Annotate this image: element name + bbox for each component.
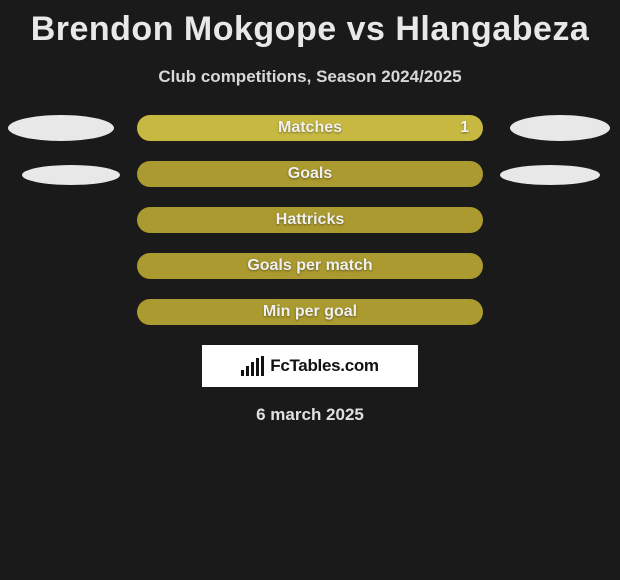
subtitle: Club competitions, Season 2024/2025 [158, 67, 461, 87]
stat-bar: Min per goal [137, 299, 483, 325]
stat-row: Hattricks [0, 207, 620, 233]
stat-label: Hattricks [276, 211, 344, 229]
stat-row: Goals [0, 161, 620, 187]
right-ellipse [510, 115, 610, 141]
stat-label: Matches [278, 119, 342, 137]
chart-icon [241, 356, 264, 376]
stat-label: Goals [288, 165, 332, 183]
stat-right-value: 1 [460, 119, 469, 137]
date-label: 6 march 2025 [256, 405, 364, 425]
stat-row: Min per goal [0, 299, 620, 325]
stat-bar: Matches 1 [137, 115, 483, 141]
right-ellipse [500, 165, 600, 185]
left-ellipse [22, 165, 120, 185]
stat-bar: Hattricks [137, 207, 483, 233]
stat-row: Matches 1 [0, 115, 620, 141]
logo: FcTables.com [202, 345, 418, 387]
stat-bar: Goals per match [137, 253, 483, 279]
stat-rows: Matches 1 Goals Hattricks Goals per match Min… [0, 115, 620, 325]
page-title: Brendon Mokgope vs Hlangabeza [31, 10, 590, 49]
stat-bar: Goals [137, 161, 483, 187]
stat-label: Goals per match [247, 257, 372, 275]
stat-label: Min per goal [263, 303, 357, 321]
stat-row: Goals per match [0, 253, 620, 279]
left-ellipse [8, 115, 114, 141]
logo-text: FcTables.com [270, 356, 379, 376]
